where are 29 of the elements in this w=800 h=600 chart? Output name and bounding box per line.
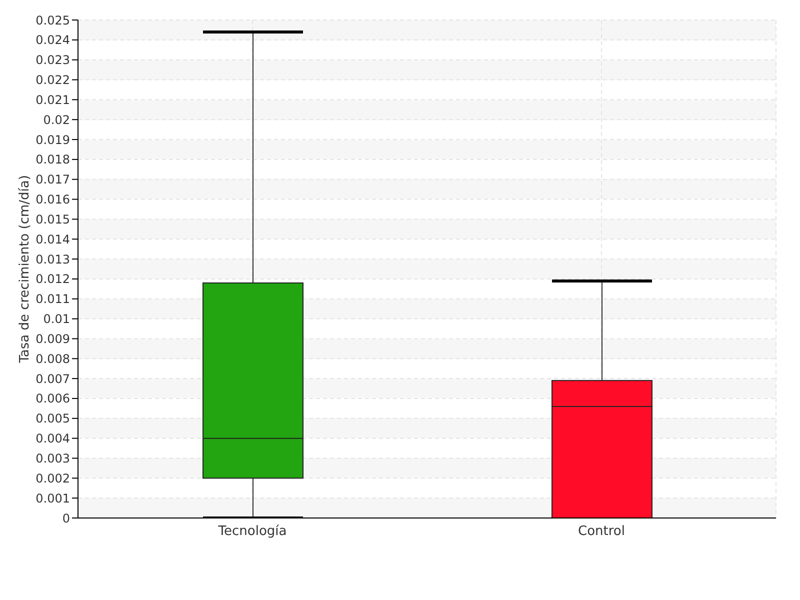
y-tick-label: 0.023 [36,53,70,68]
y-tick-label: 0.025 [36,13,70,28]
y-tick-label: 0.017 [36,172,70,187]
y-tick-label: 0.008 [36,352,70,366]
y-tick-label: 0.011 [36,292,70,306]
y-tick-label: 0.005 [36,412,70,426]
y-tick-label: 0.013 [36,252,70,266]
y-tick-label: 0.016 [36,192,70,207]
x-tick-label: Tecnología [217,524,287,540]
y-tick-label: 0.001 [36,491,70,506]
y-tick-label: 0.01 [43,312,70,326]
y-tick-label: 0.021 [36,92,70,107]
y-tick-label: 0.018 [36,152,70,167]
y-tick-label: 0.024 [36,33,70,48]
y-tick-label: 0.014 [36,232,70,246]
x-tick-label: Control [578,524,625,540]
y-tick-label: 0.015 [36,212,70,226]
y-tick-label: 0.002 [36,471,70,486]
y-tick-label: 0.009 [36,332,70,346]
y-tick-label: 0.012 [36,272,70,286]
y-tick-label: 0.019 [36,132,70,147]
y-tick-label: 0.003 [36,452,70,466]
y-tick-label: 0.006 [36,392,70,406]
y-tick-label: 0.004 [36,432,70,446]
y-axis-title: Tasa de crecimiento (cm/día) [18,175,33,364]
y-tick-label: 0.022 [36,73,70,88]
y-tick-label: 0.007 [36,372,70,386]
y-tick-label: 0.02 [43,112,70,127]
y-tick-label: 0 [62,511,70,526]
